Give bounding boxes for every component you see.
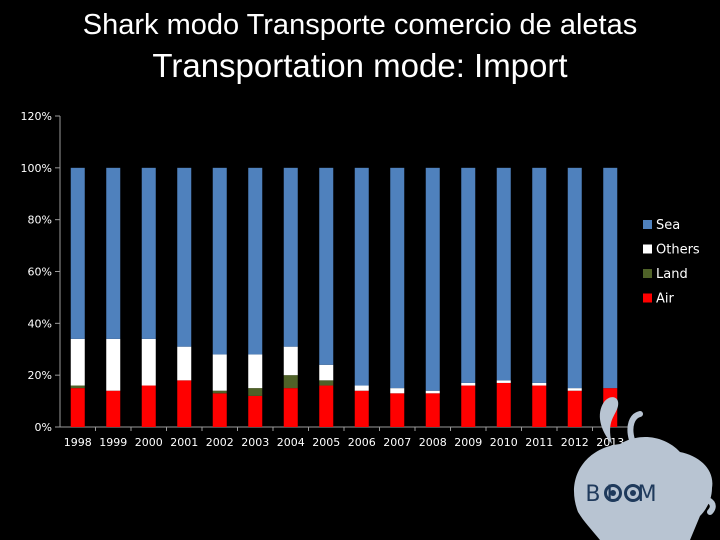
bar-segment-sea-2011	[532, 167, 547, 383]
x-tick-label-2000: 2000	[135, 436, 163, 449]
bar-segment-sea-2004	[283, 167, 298, 347]
bar-segment-air-2010	[496, 382, 511, 427]
logo-eye-pupil-1	[610, 490, 616, 496]
x-tick-label-2010: 2010	[490, 436, 518, 449]
x-tick-label-2006: 2006	[348, 436, 376, 449]
bar-segment-sea-2005	[319, 167, 334, 365]
bar-segment-sea-2009	[461, 167, 476, 383]
x-tick-label-2003: 2003	[241, 436, 269, 449]
legend-swatch-others	[643, 244, 652, 254]
bar-segment-sea-2007	[390, 167, 405, 389]
legend-label-land: Land	[656, 267, 688, 282]
bar-segment-others-2006	[354, 385, 369, 391]
bar-segment-air-2002	[212, 393, 227, 427]
x-tick-label-2009: 2009	[454, 436, 482, 449]
bar-segment-sea-2013	[603, 167, 618, 389]
bar-segment-land-1998	[70, 385, 85, 389]
squid-icon	[574, 397, 716, 540]
x-tick-label-2002: 2002	[206, 436, 234, 449]
chart-title: Shark modo Transporte comercio de aletas	[82, 9, 638, 41]
bar-segment-others-1998	[70, 338, 85, 386]
x-tick-label-2005: 2005	[312, 436, 340, 449]
bar-segment-others-1999	[106, 338, 121, 391]
bar-segment-sea-2008	[425, 167, 440, 391]
bar-segment-air-2004	[283, 388, 298, 428]
bar-segment-sea-2010	[496, 167, 511, 381]
y-tick-label: 0%	[35, 421, 52, 434]
y-tick-label: 60%	[28, 266, 52, 279]
logo-text: BL M	[585, 482, 662, 507]
bar-segment-air-2006	[354, 390, 369, 427]
y-tick-label: 100%	[21, 162, 52, 175]
legend-label-others: Others	[656, 243, 700, 258]
x-tick-label-1998: 1998	[64, 436, 92, 449]
logo-eye-ring-1	[604, 484, 622, 502]
x-tick-label-1999: 1999	[99, 436, 127, 449]
chart-legend: Sea Others Land Air	[643, 218, 700, 307]
bar-segment-others-2002	[212, 354, 227, 391]
chart-subtitle: Transportation mode: Import	[152, 47, 568, 84]
bar-segment-others-2010	[496, 380, 511, 383]
x-tick-label-2001: 2001	[170, 436, 198, 449]
y-tick-label: 80%	[28, 214, 52, 227]
bar-segment-others-2004	[283, 346, 298, 376]
bar-segment-air-2008	[425, 393, 440, 427]
bar-segment-air-1998	[70, 388, 85, 428]
bar-segment-sea-2000	[141, 167, 156, 339]
x-tick-label-2007: 2007	[383, 436, 411, 449]
bar-segment-air-2009	[461, 385, 476, 427]
legend-swatch-land	[643, 269, 652, 278]
bar-segment-others-2007	[390, 388, 405, 394]
logo-eye-ring-2	[624, 484, 642, 502]
y-tick-label: 120%	[21, 110, 52, 123]
bar-segment-others-2001	[177, 346, 192, 381]
x-tick-label-2011: 2011	[525, 436, 553, 449]
bar-segment-others-2008	[425, 390, 440, 394]
logo-eye-pupil-2	[630, 490, 636, 496]
legend-swatch-sea	[643, 220, 652, 229]
bloom-logo: BL M	[574, 397, 716, 540]
bar-segment-air-2000	[141, 385, 156, 427]
legend-swatch-air	[643, 293, 652, 303]
bar-segment-air-2012	[567, 390, 582, 427]
bar-segment-sea-2003	[248, 167, 263, 355]
bar-segment-sea-2002	[212, 167, 227, 355]
bar-segment-others-2012	[567, 388, 582, 391]
bar-segment-air-2001	[177, 380, 192, 427]
x-tick-label-2012: 2012	[561, 436, 589, 449]
bar-segment-air-2011	[532, 385, 547, 427]
bar-segment-sea-2001	[177, 167, 192, 347]
y-tick-label: 20%	[28, 369, 52, 382]
bar-segment-others-2011	[532, 382, 547, 386]
legend-label-sea: Sea	[656, 218, 680, 233]
y-tick-label: 40%	[28, 317, 52, 330]
x-tick-label-2004: 2004	[277, 436, 305, 449]
bar-segment-air-1999	[106, 390, 121, 427]
bar-segment-others-2009	[461, 382, 476, 386]
bar-segment-sea-2006	[354, 167, 369, 386]
chart-bars	[70, 167, 618, 428]
bar-segment-sea-1999	[106, 167, 121, 339]
bar-segment-air-2003	[248, 395, 263, 427]
x-tick-label-2008: 2008	[419, 436, 447, 449]
chart-axes: 0% 20% 40% 60% 80% 100% 120%	[21, 110, 629, 434]
bar-segment-air-2005	[319, 385, 334, 427]
bar-segment-land-2002	[212, 390, 227, 394]
bar-segment-sea-1998	[70, 167, 85, 339]
bar-segment-land-2005	[319, 380, 334, 386]
bar-segment-air-2007	[390, 393, 405, 427]
bar-segment-others-2005	[319, 364, 334, 381]
bar-segment-land-2003	[248, 388, 263, 396]
bar-segment-others-2000	[141, 338, 156, 386]
x-tick-labels: 1998 1999 2000 2001 2002 2003 2004 2005 2006 2007…	[64, 436, 625, 449]
bar-segment-land-2004	[283, 375, 298, 389]
title-block: Shark modo Transporte comercio de aletas…	[0, 8, 720, 86]
bar-segment-sea-2012	[567, 167, 582, 389]
bar-segment-others-2003	[248, 354, 263, 389]
legend-label-air: Air	[656, 292, 675, 307]
